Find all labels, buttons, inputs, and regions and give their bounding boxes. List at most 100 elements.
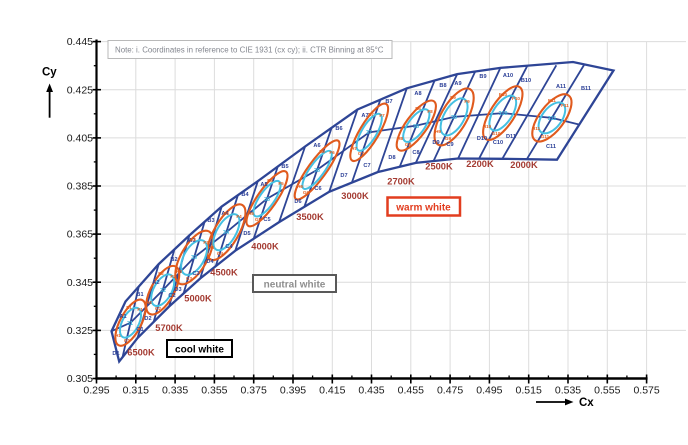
svg-text:0.425: 0.425 <box>67 84 93 96</box>
svg-text:B4: B4 <box>241 192 249 198</box>
svg-text:0.495: 0.495 <box>476 385 502 397</box>
svg-text:warm white: warm white <box>395 203 451 214</box>
svg-text:C9: C9 <box>446 142 453 148</box>
svg-text:6500K: 6500K <box>127 348 155 358</box>
svg-text:D9: D9 <box>432 140 439 146</box>
svg-text:E1: E1 <box>126 305 132 310</box>
svg-text:35: 35 <box>264 197 270 203</box>
svg-text:0.365: 0.365 <box>67 229 93 241</box>
svg-text:Cy: Cy <box>42 67 57 79</box>
svg-text:F7: F7 <box>379 113 385 118</box>
svg-text:E7: E7 <box>368 112 374 117</box>
svg-text:34: 34 <box>223 230 229 236</box>
svg-text:B9: B9 <box>479 74 486 80</box>
svg-text:A3: A3 <box>188 238 195 244</box>
svg-text:B5: B5 <box>281 164 288 170</box>
svg-text:A2: A2 <box>152 280 159 286</box>
svg-text:G9: G9 <box>445 136 452 141</box>
svg-text:B11: B11 <box>581 86 591 92</box>
svg-text:E5: E5 <box>267 178 273 183</box>
svg-text:C10: C10 <box>493 140 503 146</box>
svg-text:H10: H10 <box>483 124 492 129</box>
svg-text:Cx: Cx <box>579 397 594 409</box>
svg-text:G5: G5 <box>255 217 262 222</box>
svg-text:H9: H9 <box>435 129 441 134</box>
svg-text:G8: G8 <box>405 142 412 147</box>
svg-text:0.335: 0.335 <box>162 385 188 397</box>
svg-text:E8: E8 <box>415 106 421 111</box>
svg-text:0.315: 0.315 <box>123 385 149 397</box>
svg-text:F9: F9 <box>464 99 470 104</box>
svg-text:4000K: 4000K <box>251 242 279 252</box>
svg-text:310: 310 <box>499 111 508 117</box>
svg-text:H3: H3 <box>176 269 182 274</box>
svg-text:F8: F8 <box>427 109 433 114</box>
svg-text:D2: D2 <box>144 316 151 322</box>
svg-text:Note: i. Coordinates in refere: Note: i. Coordinates in reference to CIE… <box>115 46 384 55</box>
svg-text:neutral white: neutral white <box>264 280 326 291</box>
svg-text:0.325: 0.325 <box>67 325 93 337</box>
svg-text:C4: C4 <box>225 244 233 250</box>
svg-text:A10: A10 <box>503 73 513 79</box>
svg-text:H4: H4 <box>208 245 214 250</box>
svg-text:H5: H5 <box>248 211 254 216</box>
svg-text:0.305: 0.305 <box>67 373 93 385</box>
svg-text:2200K: 2200K <box>466 159 494 169</box>
svg-text:32: 32 <box>160 288 166 294</box>
svg-text:D7: D7 <box>340 173 347 179</box>
svg-text:0.515: 0.515 <box>516 385 542 397</box>
svg-text:G3: G3 <box>186 276 193 281</box>
svg-text:D4: D4 <box>206 259 214 265</box>
svg-text:C3: C3 <box>192 271 199 277</box>
svg-text:F5: F5 <box>278 181 284 186</box>
svg-text:D8: D8 <box>388 155 395 161</box>
svg-text:33: 33 <box>191 255 197 261</box>
svg-text:36: 36 <box>314 168 320 174</box>
svg-text:B6: B6 <box>335 126 342 132</box>
svg-text:F10: F10 <box>512 96 520 101</box>
svg-text:G7: G7 <box>358 151 365 156</box>
svg-text:4500K: 4500K <box>210 268 238 278</box>
svg-text:A7: A7 <box>361 113 368 119</box>
svg-text:A6: A6 <box>313 143 320 149</box>
svg-text:0.385: 0.385 <box>67 181 93 193</box>
svg-text:cool white: cool white <box>175 345 224 356</box>
svg-text:2500K: 2500K <box>425 162 453 172</box>
svg-text:0.295: 0.295 <box>83 385 109 397</box>
svg-text:37: 37 <box>366 130 372 136</box>
svg-text:E11: E11 <box>548 98 556 103</box>
svg-text:0.535: 0.535 <box>555 385 581 397</box>
svg-text:39: 39 <box>451 115 457 121</box>
svg-text:C6: C6 <box>314 186 321 192</box>
svg-text:G11: G11 <box>541 134 550 139</box>
svg-text:H1: H1 <box>115 333 121 338</box>
svg-text:D5: D5 <box>243 231 250 237</box>
svg-text:B1: B1 <box>136 292 143 298</box>
svg-text:B8: B8 <box>439 83 446 89</box>
svg-text:E9: E9 <box>450 95 456 100</box>
svg-text:E4: E4 <box>223 211 229 216</box>
svg-text:0.345: 0.345 <box>67 277 93 289</box>
svg-text:3000K: 3000K <box>341 191 369 201</box>
svg-text:0.435: 0.435 <box>358 385 384 397</box>
svg-text:A9: A9 <box>454 81 461 87</box>
svg-text:F6: F6 <box>329 150 335 155</box>
svg-text:D10: D10 <box>477 136 487 142</box>
svg-text:311: 311 <box>548 116 557 122</box>
svg-text:H2: H2 <box>146 300 152 305</box>
svg-text:E2: E2 <box>158 271 164 276</box>
svg-text:A5: A5 <box>260 182 267 188</box>
svg-text:0.395: 0.395 <box>280 385 306 397</box>
svg-text:5700K: 5700K <box>155 323 183 333</box>
svg-text:H8: H8 <box>397 136 403 141</box>
svg-text:F1: F1 <box>137 307 143 312</box>
svg-text:G4: G4 <box>217 251 224 256</box>
svg-text:2700K: 2700K <box>387 177 415 187</box>
svg-text:A8: A8 <box>414 91 421 97</box>
svg-text:0.575: 0.575 <box>633 385 659 397</box>
svg-text:31: 31 <box>127 321 133 327</box>
svg-text:3500K: 3500K <box>296 212 324 222</box>
svg-text:D1: D1 <box>112 351 119 357</box>
svg-text:A1: A1 <box>119 314 126 320</box>
svg-text:F11: F11 <box>561 103 569 108</box>
